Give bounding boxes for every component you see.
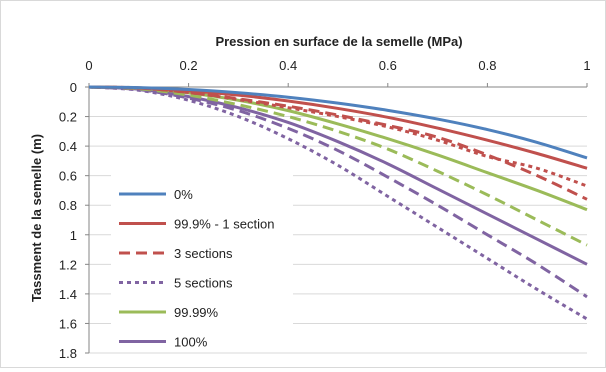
series-line: [88, 85, 588, 170]
legend-label: 99.9% - 1 section: [174, 217, 274, 232]
x-tick-label: 0.2: [180, 58, 198, 73]
y-axis-title: Tassment de la semelle (m): [29, 134, 44, 302]
series-line-unlabeled: [88, 85, 588, 247]
legend-label: 0%: [174, 187, 193, 202]
legend-background: [111, 175, 293, 350]
legend-label: 99.99%: [174, 305, 219, 320]
axes: [88, 86, 587, 353]
series-line-unlabeled: [88, 85, 588, 188]
x-tick-label: 0.8: [478, 58, 496, 73]
y-tick-label: 1.6: [59, 316, 77, 331]
y-tick-label: 0.4: [59, 139, 77, 154]
y-tick-label: 1: [70, 228, 77, 243]
y-tick-label: 0.2: [59, 110, 77, 125]
y-tick-label: 0.6: [59, 169, 77, 184]
series-line: [88, 85, 588, 321]
y-tick-label: 1.8: [59, 346, 77, 361]
legend-label: 5 sections: [174, 276, 233, 291]
series-line: [88, 85, 588, 160]
legend: 0% 99.9% - 1 section 3 sections 5 sections 9…: [111, 175, 293, 350]
y-tick-label: 1.2: [59, 257, 77, 272]
y-tick-label: 0: [70, 80, 77, 95]
y-tick-label: 1.4: [59, 287, 77, 302]
series-lines: [88, 85, 588, 321]
series-line-unlabeled: [88, 85, 588, 299]
x-tick-label: 0.6: [379, 58, 397, 73]
x-axis-title: Pression en surface de la semelle (MPa): [215, 34, 462, 49]
x-tick-label: 0.4: [279, 58, 297, 73]
legend-label: 3 sections: [174, 246, 233, 261]
x-tick-labels: 0 0.2 0.4 0.6 0.8 1: [85, 58, 591, 87]
x-tick-label: 0: [85, 58, 92, 73]
y-tick-label: 0.8: [59, 198, 77, 213]
legend-label: 100%: [174, 335, 208, 350]
y-tick-labels: 0 0.2 0.4 0.6 0.8 1 1.2 1.4 1.6 1.8: [59, 80, 89, 361]
x-tick-label: 1: [583, 58, 590, 73]
